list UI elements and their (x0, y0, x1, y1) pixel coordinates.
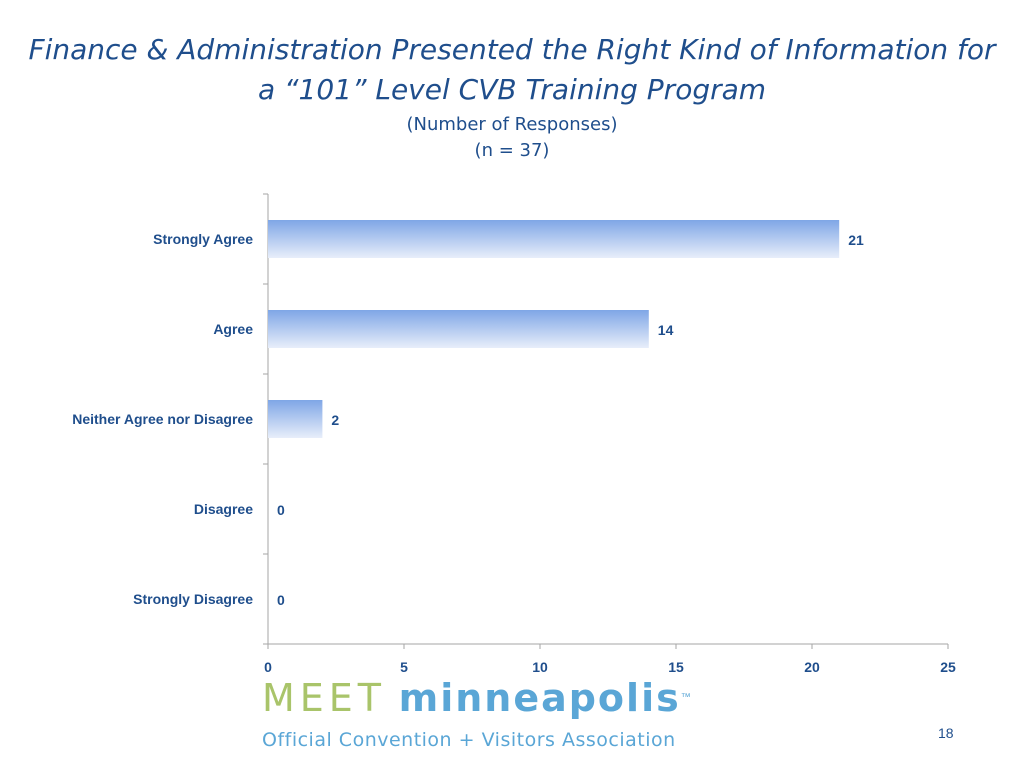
data-label: 14 (658, 322, 674, 338)
slide-subtitle-line-2: (n = 37) (474, 140, 550, 161)
category-label: Agree (213, 321, 253, 337)
category-label: Strongly Agree (153, 231, 253, 247)
logo-tagline: Official Convention + Visitors Associati… (262, 729, 676, 751)
x-tick-label: 10 (532, 659, 548, 675)
data-label: 2 (331, 412, 339, 428)
page-number: 18 (938, 725, 954, 741)
logo-minneapolis-text: minneapolis (398, 676, 681, 720)
category-label: Neither Agree nor Disagree (72, 411, 253, 427)
x-tick-label: 25 (940, 659, 956, 675)
bar (268, 310, 649, 348)
slide-subtitle-line-1: (Number of Responses) (406, 114, 618, 135)
data-label: 0 (277, 502, 285, 518)
category-label: Strongly Disagree (133, 591, 253, 607)
data-label: 0 (277, 592, 285, 608)
trademark-symbol: ™ (680, 692, 693, 703)
meet-minneapolis-logo: MEET minneapolis™ Official Convention + … (262, 678, 732, 751)
logo-meet-text: MEET (262, 676, 387, 720)
slide-title: Finance & Administration Presented the R… (0, 30, 1024, 110)
slide-title-line-1: Finance & Administration Presented the R… (28, 33, 996, 66)
category-label: Disagree (194, 501, 253, 517)
slide-subtitle: (Number of Responses) (n = 37) (0, 112, 1024, 164)
x-tick-label: 20 (804, 659, 820, 675)
slide-title-line-2: a “101” Level CVB Training Program (257, 73, 767, 106)
x-tick-label: 15 (668, 659, 684, 675)
x-tick-label: 5 (400, 659, 408, 675)
data-label: 21 (848, 232, 864, 248)
bar (268, 220, 840, 258)
bar (268, 400, 323, 438)
x-tick-label: 0 (264, 659, 272, 675)
